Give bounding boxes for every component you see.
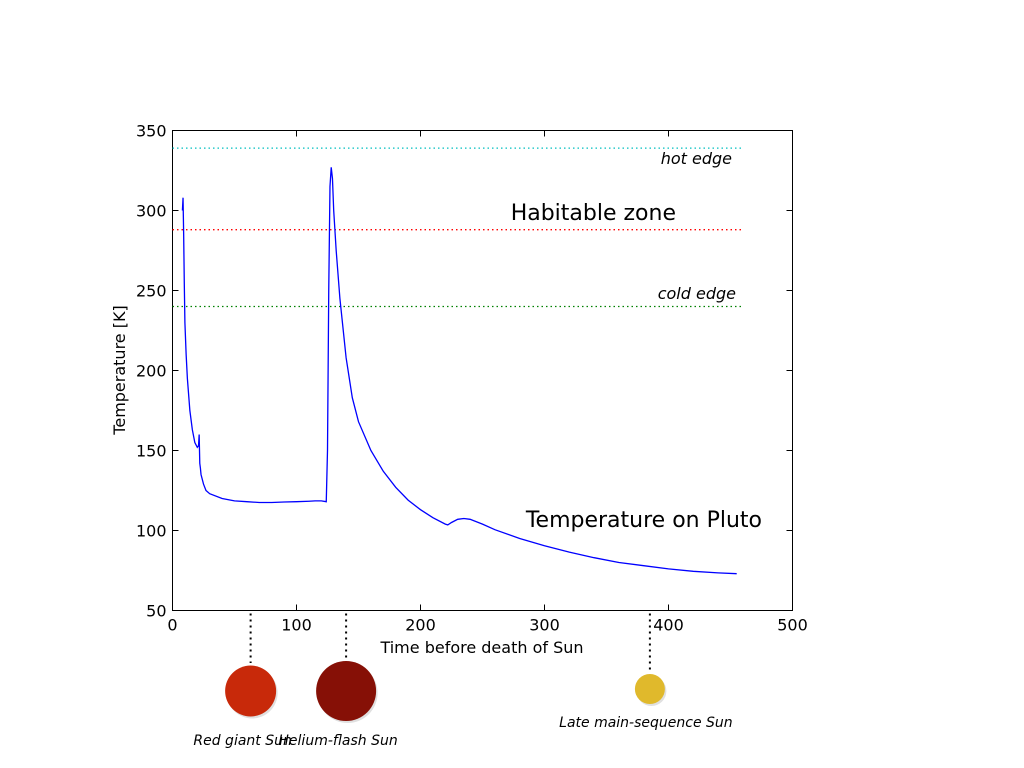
y-tick-label: 350 [136, 122, 167, 141]
x-tick-label: 500 [777, 616, 808, 635]
hot-edge-label: hot edge [661, 149, 732, 168]
y-tick-label: 100 [136, 522, 167, 541]
sun-circle [316, 661, 377, 721]
y-tick-label: 50 [146, 602, 166, 621]
x-tick-label: 100 [281, 616, 312, 635]
y-axis-label: Temperature [K] [110, 305, 129, 435]
sun-label: Red giant Sun [193, 733, 291, 749]
sun-circle [225, 665, 277, 717]
x-tick-label: 300 [529, 616, 560, 635]
cold-edge-label: cold edge [658, 284, 736, 303]
x-tick-label: 0 [167, 616, 177, 635]
pluto-temperature-line [181, 167, 737, 575]
y-tick-label: 150 [136, 442, 167, 461]
x-tick-label: 400 [653, 616, 684, 635]
sun-label: Helium-flash Sun [278, 733, 397, 749]
reference-lines [172, 147, 743, 308]
y-tick-label: 300 [136, 202, 167, 221]
axis-ticks: 0 100 200 300 400 500 50 100 150 200 250 300 350 [136, 122, 808, 635]
x-axis-label: Time before death of Sun [379, 638, 583, 657]
pluto-label: Temperature on Pluto [525, 508, 762, 533]
sun-circle [634, 674, 665, 704]
sun-label: Late main-sequence Sun [559, 715, 733, 731]
plot-frame [172, 130, 793, 611]
y-tick-label: 200 [136, 362, 167, 381]
y-tick-label: 250 [136, 282, 167, 301]
habitable-zone-label: Habitable zone [511, 201, 676, 226]
x-tick-label: 200 [405, 616, 436, 635]
